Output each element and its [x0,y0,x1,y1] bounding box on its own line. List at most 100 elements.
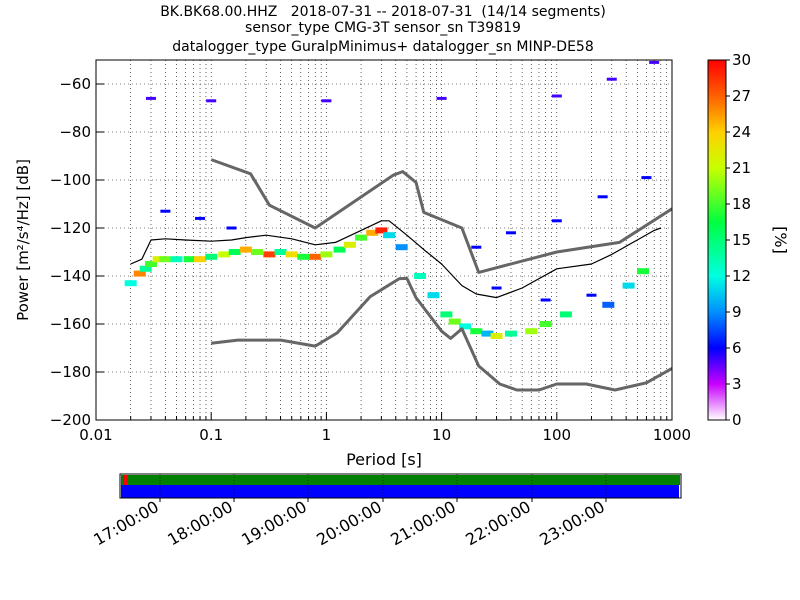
timeline-tick-label: 17:00:00 [90,497,162,549]
density-cell [559,311,572,318]
density-cell [133,270,146,277]
y-tick-label: −140 [50,267,91,285]
timeline-tick-label: 19:00:00 [238,497,310,549]
x-tick-label: 100 [542,426,571,444]
density-cell [395,244,408,251]
colorbar-tick-label: 6 [732,339,742,357]
x-tick-label: 1 [322,426,332,444]
density-cell [205,253,218,260]
density-cell [366,229,379,236]
y-tick-label: −120 [50,219,91,237]
mean-curve [130,220,662,299]
sparse-cell [195,216,206,220]
title-line-2: sensor_type CMG-3T sensor_sn T39819 [245,20,521,36]
x-tick-label: 0.1 [199,426,223,444]
density-cell [375,227,388,234]
y-tick-label: −80 [59,123,91,141]
colorbar-tick-label: 24 [732,123,751,141]
density-cell [333,246,346,253]
title-line-3: datalogger_type GuralpMinimus+ datalogge… [172,39,593,55]
colorbar-label: [%] [771,226,790,254]
density-cell [320,251,333,258]
plot-frame [95,59,673,421]
colorbar-tick-label: 3 [732,375,742,393]
colorbar [707,59,727,421]
density-cell [440,311,453,318]
sparse-cell [586,293,597,297]
density-cell [448,318,461,325]
density-cell [274,249,287,255]
density-cell [343,241,356,248]
colorbar-tick-label: 9 [732,303,742,321]
density-cell [602,301,615,308]
density-cell [139,265,152,272]
sparse-cell [226,226,237,230]
y-tick-label: −60 [59,75,91,93]
timeline-coverage-green [121,475,680,485]
sparse-cell [641,176,652,180]
colorbar-tick-label: 30 [732,51,751,69]
density-cell [218,251,231,258]
density-cell [263,251,276,258]
density-cell [427,292,440,299]
curves-layer [130,158,672,392]
y-axis-ticks: −200 −180 −160 −140 −120 −100 −80 −60 [50,75,104,429]
density-cell [525,328,538,335]
density-cell [194,256,207,263]
density-cell [144,261,157,267]
sparse-cell [436,96,447,100]
density-cell [309,253,322,260]
density-cell [159,256,172,263]
sparse-cell [597,195,608,199]
density-cell [124,280,137,287]
sparse-cell [649,60,660,64]
density-cell [170,256,183,263]
sparse-cell [160,209,171,213]
density-cell [636,268,649,275]
y-tick-label: −180 [50,363,91,381]
sparse-cell [505,231,516,235]
density-cell [228,249,241,255]
density-cell [285,251,298,258]
colorbar-tick-label: 18 [732,195,751,213]
sparse-cell [540,298,551,302]
y-tick-label: −160 [50,315,91,333]
title-line-1: BK.BK68.00.HHZ 2018-07-31 -- 2018-07-31 … [160,4,606,20]
x-tick-label: 0.01 [79,426,112,444]
timeline-tick-label: 21:00:00 [387,497,459,549]
sparse-cell [321,99,332,103]
density-cell [459,323,472,330]
grid-lines [95,60,672,421]
timeline-tick-label: 18:00:00 [164,497,236,549]
colorbar-tick-label: 0 [732,411,742,429]
density-cell [539,321,552,327]
sparse-cell [145,96,156,100]
x-axis-ticks: 0.01 0.1 1 10 100 1000 [79,412,691,444]
density-cell [297,253,310,260]
y-axis-label: Power [m²/s⁴/Hz] [dB] [14,159,32,321]
x-axis-label: Period [s] [346,450,422,469]
sparse-cell [606,77,617,81]
density-cell [239,246,252,253]
y-tick-label: −200 [50,411,91,429]
density-cell [470,328,483,335]
density-cell [183,256,196,263]
timeline-bar [119,473,682,499]
x-tick-label: 10 [432,426,451,444]
sparse-cell [471,245,482,249]
colorbar-tick-label: 27 [732,87,751,105]
density-cells [124,60,660,339]
timeline-tick-label: 20:00:00 [313,497,385,549]
density-cell [383,232,396,239]
timeline-coverage-blue [121,485,679,498]
timeline-gap-marker [124,475,128,485]
density-cell [251,249,264,255]
timeline-frame [119,473,682,499]
colorbar-tick-label: 12 [732,267,751,285]
colorbar-tick-label: 21 [732,159,751,177]
timeline-tick-label: 23:00:00 [536,497,608,549]
density-cell [622,282,635,289]
colorbar-ticks: 0 3 6 9 12 15 18 21 24 27 30 [726,51,751,429]
y-tick-label: −100 [50,171,91,189]
